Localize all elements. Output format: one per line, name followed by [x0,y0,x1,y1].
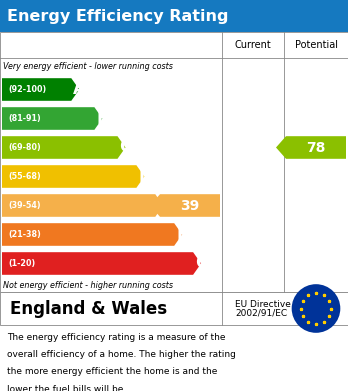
Text: E: E [157,197,169,215]
Text: (69-80): (69-80) [8,143,41,152]
Bar [0,0,348,32]
Polygon shape [2,78,79,101]
Text: (21-38): (21-38) [8,230,41,239]
Polygon shape [2,107,102,130]
Text: the more energy efficient the home is and the: the more energy efficient the home is an… [7,368,218,377]
Text: Not energy efficient - higher running costs: Not energy efficient - higher running co… [3,281,174,290]
Bar [0,32,348,292]
Text: C: C [119,138,132,156]
Text: A: A [73,81,86,99]
Text: Energy Efficiency Rating: Energy Efficiency Rating [7,9,228,23]
Text: The energy efficiency rating is a measure of the: The energy efficiency rating is a measur… [7,333,226,342]
Ellipse shape [292,284,340,333]
Polygon shape [2,194,163,217]
Bar [0,292,348,325]
Text: D: D [139,167,152,185]
Polygon shape [2,223,182,246]
Text: 78: 78 [306,140,326,154]
Text: (55-68): (55-68) [8,172,41,181]
Text: England & Wales: England & Wales [10,300,168,317]
Text: EU Directive: EU Directive [235,300,291,309]
Polygon shape [276,136,346,159]
Text: Potential: Potential [294,40,338,50]
Polygon shape [2,136,126,159]
Text: (92-100): (92-100) [8,85,46,94]
Text: (1-20): (1-20) [8,259,35,268]
Text: 39: 39 [180,199,200,212]
Polygon shape [2,165,144,188]
Text: lower the fuel bills will be.: lower the fuel bills will be. [7,385,126,391]
Text: F: F [176,226,188,244]
Text: B: B [96,109,109,127]
Text: Very energy efficient - lower running costs: Very energy efficient - lower running co… [3,62,173,71]
Text: G: G [195,255,209,273]
Text: Current: Current [235,40,271,50]
Text: overall efficiency of a home. The higher the rating: overall efficiency of a home. The higher… [7,350,236,359]
Text: (39-54): (39-54) [8,201,41,210]
Polygon shape [2,252,201,275]
Text: (81-91): (81-91) [8,114,41,123]
Polygon shape [150,194,220,217]
Text: 2002/91/EC: 2002/91/EC [235,308,287,318]
